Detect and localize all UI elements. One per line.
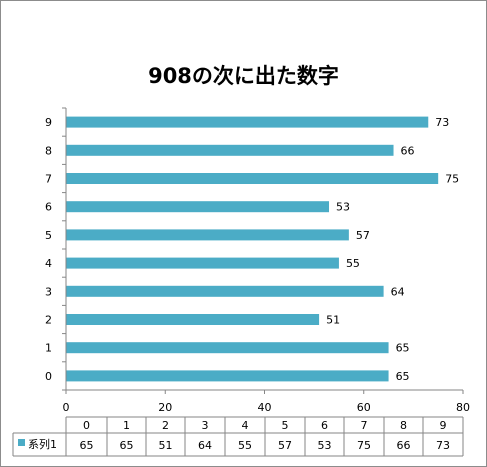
bar	[66, 342, 389, 354]
bar	[66, 201, 330, 213]
bar	[66, 370, 389, 382]
y-tick-label: 9	[45, 116, 52, 129]
table-value-cell: 64	[198, 439, 212, 452]
table-value-cell: 65	[120, 439, 134, 452]
table-value-cell: 73	[436, 439, 450, 452]
bars-layer: 65 65 51 64 55 57 53 75 66 73	[66, 116, 459, 383]
data-label: 53	[336, 201, 350, 214]
y-tick-label: 5	[45, 229, 52, 242]
table-header-cell: 5	[282, 419, 289, 432]
table-header-cell: 7	[361, 419, 368, 432]
x-tick-label: 80	[456, 401, 470, 414]
table-header-cell: 6	[321, 419, 328, 432]
y-tick-label: 3	[45, 285, 52, 298]
data-label: 66	[401, 144, 415, 157]
table-value-cell: 65	[80, 439, 94, 452]
table-value-cell: 57	[278, 439, 292, 452]
table-header-cell: 4	[242, 419, 249, 432]
data-label: 75	[445, 173, 459, 186]
bar	[66, 229, 349, 241]
table-value-cell: 51	[159, 439, 173, 452]
y-tick-label: 4	[45, 257, 52, 270]
y-tick-label: 7	[45, 173, 52, 186]
legend-key	[18, 439, 25, 446]
y-tick-label: 2	[45, 314, 52, 327]
x-tick-label: 60	[357, 401, 371, 414]
table-header-cell: 0	[83, 419, 90, 432]
y-tick-label: 6	[45, 201, 52, 214]
data-label: 65	[396, 342, 410, 355]
bar	[66, 173, 439, 184]
table-header-cell: 2	[162, 419, 169, 432]
x-tick-label: 20	[158, 401, 172, 414]
data-label: 55	[346, 257, 360, 270]
table-value-cell: 75	[357, 439, 371, 452]
table-header-cell: 3	[202, 419, 209, 432]
y-tick-label: 8	[45, 144, 52, 157]
bar	[66, 314, 320, 325]
bar	[66, 285, 384, 297]
table-value-cell: 55	[238, 439, 252, 452]
x-tick-label: 0	[63, 401, 70, 414]
bar	[66, 144, 394, 156]
bar	[66, 116, 429, 128]
table-value-cell: 66	[397, 439, 411, 452]
y-tick-label: 1	[45, 342, 52, 355]
table-value-cell: 53	[318, 439, 332, 452]
chart-title: 908の次に出た数字	[148, 64, 339, 88]
bar	[66, 257, 339, 269]
y-tick-label: 0	[45, 370, 52, 383]
data-label: 73	[435, 116, 449, 129]
legend-label: 系列1	[28, 437, 57, 451]
data-label: 65	[396, 370, 410, 383]
data-label: 64	[391, 285, 405, 298]
x-tick-label: 40	[258, 401, 272, 414]
data-label: 51	[326, 314, 340, 327]
table-header-cell: 8	[400, 419, 407, 432]
table-header-cell: 9	[440, 419, 447, 432]
data-label: 57	[356, 229, 370, 242]
axes-layer: 0 1 2 3 4 5 6 7 8 9 0 20 40 60 80	[45, 107, 470, 414]
table-header-cell: 1	[123, 419, 130, 432]
